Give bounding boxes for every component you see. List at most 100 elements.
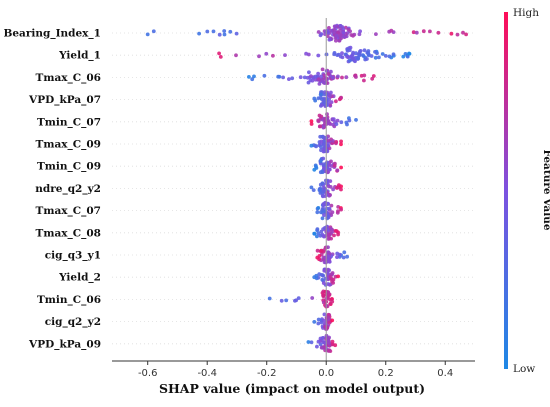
feature-label: Yield_2 xyxy=(58,272,101,285)
shap-point xyxy=(313,143,318,148)
shap-point xyxy=(325,296,330,300)
shap-point xyxy=(361,53,365,58)
shap-point xyxy=(329,226,333,231)
shap-point xyxy=(347,118,352,123)
shap-point xyxy=(281,75,285,80)
shap-point xyxy=(317,272,322,277)
shap-point xyxy=(428,29,432,34)
shap-point xyxy=(344,120,349,125)
shap-point xyxy=(312,96,317,101)
feature-label: Tmax_C_07 xyxy=(36,205,101,218)
feature-label: Yield_1 xyxy=(58,50,101,63)
shap-point xyxy=(247,75,251,79)
shap-point xyxy=(315,234,319,239)
colorbar-title: Feature Value xyxy=(541,149,550,230)
shap-point xyxy=(339,165,343,170)
shap-point xyxy=(321,281,326,285)
shap-point xyxy=(321,147,326,152)
shap-point xyxy=(306,340,311,344)
shap-point xyxy=(205,29,210,34)
shap-point xyxy=(371,74,376,78)
shap-point xyxy=(327,282,332,287)
shap-point xyxy=(319,145,323,149)
shap-point xyxy=(316,231,321,236)
shap-point xyxy=(309,143,314,148)
shap-point xyxy=(340,75,344,80)
shap-point xyxy=(211,29,216,34)
shap-point xyxy=(332,52,337,57)
x-tick-label: -0.6 xyxy=(138,368,158,379)
shap-point xyxy=(369,54,374,58)
shap-point xyxy=(312,167,317,172)
shap-point xyxy=(319,248,324,253)
shap-point xyxy=(339,139,343,144)
shap-point xyxy=(339,184,343,189)
shap-point xyxy=(320,193,325,198)
shap-point xyxy=(341,30,346,35)
shap-point xyxy=(302,75,307,80)
shap-point xyxy=(315,255,320,260)
shap-point xyxy=(334,99,338,104)
shap-point xyxy=(315,344,319,349)
shap-point xyxy=(252,74,256,79)
shap-point xyxy=(312,275,317,280)
shap-point xyxy=(276,74,281,79)
shap-point xyxy=(327,163,332,168)
shap-point xyxy=(284,298,289,303)
shap-point xyxy=(326,138,330,143)
shap-point xyxy=(264,51,269,56)
shap-point xyxy=(319,210,323,215)
shap-point xyxy=(316,77,321,81)
shap-point xyxy=(345,254,349,259)
shap-point xyxy=(305,75,310,80)
shap-point xyxy=(262,73,267,78)
shap-point xyxy=(257,54,261,59)
shap-point xyxy=(346,27,351,32)
shap-point xyxy=(336,274,340,279)
shap-point xyxy=(316,321,321,326)
x-tick-label: -0.4 xyxy=(197,368,217,379)
shap-point xyxy=(298,75,303,80)
shap-point xyxy=(362,78,366,83)
shap-point xyxy=(294,298,299,303)
feature-label: cig_q2_y2 xyxy=(45,316,101,329)
shap-point xyxy=(316,317,321,322)
feature-label: Tmax_C_09 xyxy=(36,139,101,152)
shap-point xyxy=(316,53,321,58)
shap-point xyxy=(336,232,340,237)
shap-point xyxy=(222,32,227,37)
shap-point xyxy=(326,312,331,317)
shap-point xyxy=(336,74,340,79)
feature-label: cig_q3_y1 xyxy=(45,250,101,263)
shap-point xyxy=(323,245,328,250)
shap-point xyxy=(383,54,388,58)
shap-point xyxy=(330,339,335,344)
shap-point xyxy=(374,32,378,36)
shap-point xyxy=(316,118,321,123)
shap-point xyxy=(332,163,337,168)
shap-point xyxy=(318,134,323,139)
shap-point xyxy=(329,203,334,208)
feature-label: Tmax_C_06 xyxy=(36,72,101,85)
shap-point xyxy=(327,167,332,172)
shap-point xyxy=(322,166,326,171)
feature-rows: Bearing_Index_1 Yield_1 Tmax_C_06 VPD_kPa_0… xyxy=(4,28,475,351)
shap-point xyxy=(461,30,465,35)
shap-point xyxy=(401,54,406,59)
shap-point xyxy=(316,71,320,76)
shap-point xyxy=(335,53,340,57)
shap-point xyxy=(309,122,314,126)
shap-point xyxy=(287,77,291,81)
shap-point xyxy=(362,48,367,53)
shap-point xyxy=(322,202,327,207)
shap-point xyxy=(334,33,339,38)
shap-point xyxy=(327,320,332,325)
shap-point xyxy=(217,32,222,37)
shap-point xyxy=(322,209,327,214)
shap-point xyxy=(322,188,327,193)
shap-point xyxy=(333,343,338,348)
shap-point xyxy=(328,193,332,197)
shap-point xyxy=(321,142,326,147)
shap-point xyxy=(334,122,339,126)
colorbar-low-label: Low xyxy=(513,363,535,375)
